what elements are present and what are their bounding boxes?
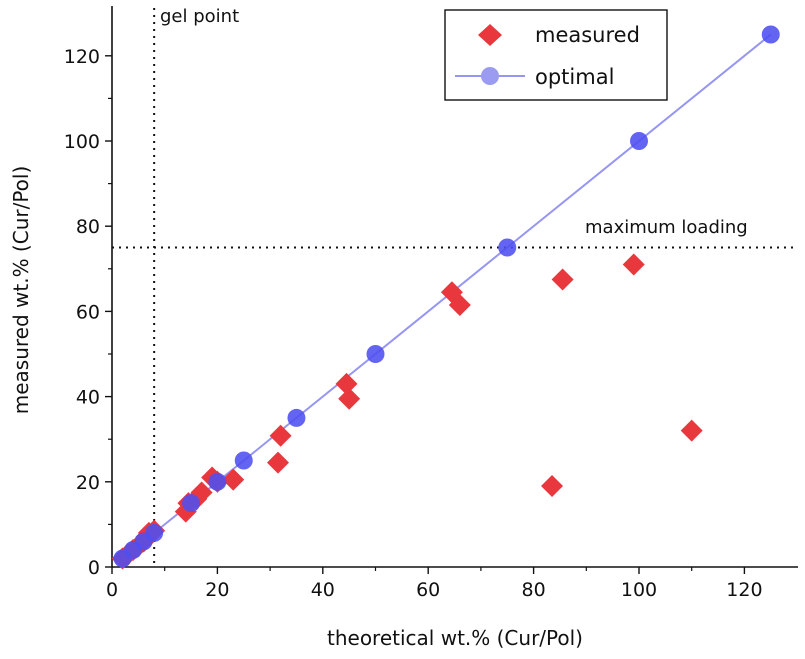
optimal-point <box>234 451 253 470</box>
measured-point <box>338 387 361 410</box>
legend-box <box>444 9 668 101</box>
x-axis-title: theoretical wt.% (Cur/Pol) <box>327 626 583 650</box>
measured-point <box>680 419 703 442</box>
y-tick-label: 60 <box>76 301 100 323</box>
measured-point <box>622 253 645 276</box>
optimal-point <box>630 132 648 150</box>
x-tick-label: 120 <box>726 579 762 601</box>
legend: measured optimal <box>444 9 668 101</box>
x-tick-label: 100 <box>621 579 657 601</box>
measured-series <box>111 253 703 570</box>
optimal-point <box>498 238 517 257</box>
y-tick-label: 100 <box>64 131 100 153</box>
y-axis-title: measured wt.% (Cur/Pol) <box>9 166 33 415</box>
y-tick-label: 80 <box>76 216 100 238</box>
legend-optimal-label: optimal <box>535 65 614 89</box>
x-tick-label: 40 <box>311 579 335 601</box>
y-tick-label: 20 <box>76 472 100 494</box>
axis-ticks: 0 20 40 60 80 100 120 0 20 40 60 80 100 120 <box>64 46 763 601</box>
measured-point <box>335 372 358 395</box>
gel-point-annotation: gel point <box>160 6 239 27</box>
legend-measured-label: measured <box>535 23 640 47</box>
optimal-series-points <box>113 25 780 568</box>
optimal-point <box>208 472 227 491</box>
measured-point <box>269 424 292 447</box>
optimal-point <box>182 494 201 513</box>
reference-lines <box>112 8 798 567</box>
x-tick-label: 60 <box>416 579 440 601</box>
measured-point <box>551 268 574 291</box>
measured-point <box>267 451 290 474</box>
max-loading-annotation: maximum loading <box>585 217 748 238</box>
optimal-point <box>287 408 306 427</box>
legend-optimal-marker <box>481 67 499 85</box>
x-tick-label: 80 <box>522 579 546 601</box>
measured-point <box>222 468 245 491</box>
optimal-point <box>145 523 164 542</box>
x-tick-label: 20 <box>205 579 229 601</box>
y-tick-label: 120 <box>64 46 100 68</box>
x-tick-label: 0 <box>106 579 118 601</box>
measured-point <box>448 294 471 317</box>
optimal-point <box>761 25 780 44</box>
measured-point <box>541 475 564 498</box>
legend-measured-marker <box>478 24 502 46</box>
y-tick-label: 40 <box>76 387 100 409</box>
optimal-point <box>366 345 385 363</box>
y-tick-label: 0 <box>88 557 100 579</box>
